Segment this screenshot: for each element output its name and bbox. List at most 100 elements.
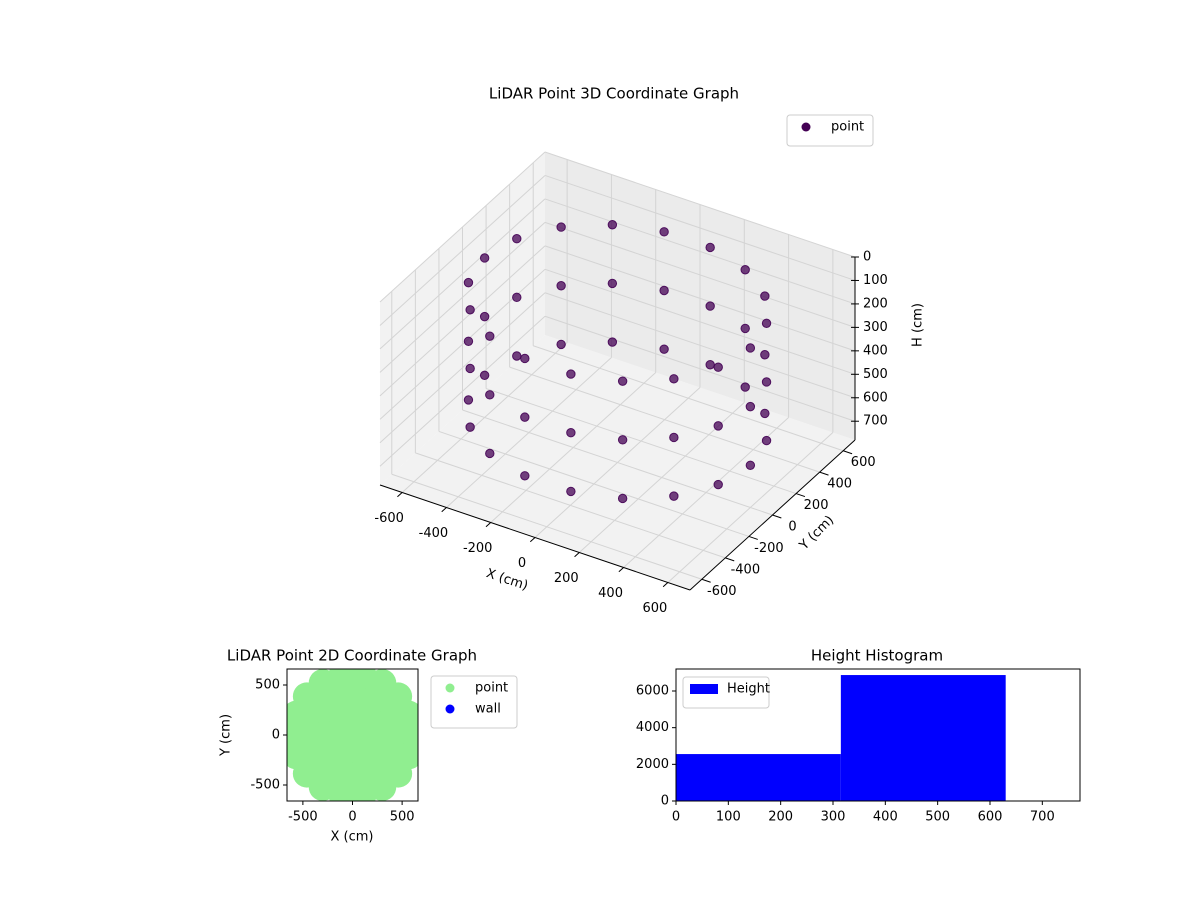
- legend-marker: [445, 683, 455, 693]
- point: [485, 390, 495, 400]
- legend-box: [786, 114, 874, 147]
- point: [713, 479, 723, 490]
- y-tick-label: 200: [804, 498, 829, 513]
- grid-line: [509, 366, 820, 473]
- grid-line: [544, 174, 856, 281]
- z-tick-label: 300: [863, 320, 888, 335]
- x-tick-label: -200: [463, 541, 493, 556]
- z-axis-label: H (cm): [911, 303, 926, 347]
- x-tick-label: 400: [873, 810, 898, 825]
- grid-line: [544, 151, 856, 258]
- x-tick: [441, 507, 447, 513]
- point: [669, 374, 679, 384]
- point: [465, 305, 475, 315]
- x-tick-label: 200: [554, 571, 579, 586]
- grid-line: [391, 473, 702, 580]
- point: [745, 460, 756, 470]
- grid-line: [485, 388, 797, 495]
- point: [485, 331, 495, 341]
- legend-label: point: [475, 681, 508, 696]
- grid-line: [544, 198, 856, 305]
- y-tick-label: -500: [250, 778, 280, 793]
- y-tick-label: 600: [851, 455, 876, 470]
- grid-line: [379, 151, 546, 303]
- point: [394, 741, 418, 770]
- point: [607, 337, 618, 347]
- point: [566, 369, 576, 379]
- y-tick: [843, 450, 853, 455]
- z-tick-label: 100: [863, 273, 888, 288]
- grid-line: [379, 245, 546, 397]
- point: [760, 350, 770, 360]
- grid-line: [544, 292, 856, 399]
- y-tick-label: -200: [754, 541, 784, 556]
- point: [566, 486, 576, 497]
- legend-swatch: [690, 684, 718, 694]
- point: [659, 227, 669, 237]
- point: [745, 343, 756, 353]
- grid-line: [379, 175, 546, 326]
- grid-line: [544, 245, 856, 352]
- x-tick-label: -400: [419, 526, 449, 541]
- grid-line: [415, 452, 726, 559]
- point: [659, 285, 669, 296]
- z-tick-label: 500: [863, 367, 888, 382]
- x-tick-label: 600: [642, 601, 667, 616]
- point: [705, 301, 715, 311]
- z-tick-label: 400: [863, 343, 888, 358]
- point: [705, 242, 715, 253]
- legend: point wall: [430, 675, 518, 729]
- x-tick-label: 500: [925, 810, 950, 825]
- axes-frame: [675, 668, 1081, 802]
- x-tick-label: 0: [348, 810, 356, 825]
- point: [740, 323, 750, 334]
- point: [479, 311, 490, 322]
- grid-line: [379, 292, 546, 444]
- y-tick-label: 0: [788, 520, 796, 535]
- point: [713, 362, 723, 372]
- x-tick: [397, 492, 403, 498]
- point: [607, 220, 618, 230]
- y-tick-label: -600: [707, 584, 737, 599]
- point: [705, 360, 715, 370]
- chart-title: LiDAR Point 3D Coordinate Graph: [489, 85, 739, 103]
- point: [512, 351, 522, 361]
- point: [617, 493, 628, 504]
- grid-line: [462, 409, 773, 516]
- point: [479, 253, 490, 263]
- legend-label: Height: [727, 682, 770, 697]
- point: [556, 339, 566, 350]
- point: [520, 412, 530, 422]
- legend: point: [786, 114, 874, 147]
- point: [512, 292, 522, 303]
- y-tick: [701, 578, 711, 583]
- point: [760, 408, 770, 419]
- x-tick-label: 0: [672, 810, 680, 825]
- x-tick-label: 300: [821, 810, 846, 825]
- z-tick-label: 700: [863, 414, 888, 429]
- point: [760, 291, 770, 301]
- z-tick-label: 200: [863, 296, 888, 311]
- legend-marker: [445, 704, 455, 714]
- plot-area: [287, 669, 418, 801]
- y-tick: [795, 493, 806, 498]
- x-tick-label: 500: [390, 810, 415, 825]
- y-tick-label: 2000: [636, 757, 669, 772]
- point: [372, 741, 401, 769]
- point: [556, 222, 566, 232]
- x-axis-label: X (cm): [331, 830, 374, 845]
- point: [617, 435, 628, 445]
- y-tick: [819, 471, 829, 476]
- point: [659, 344, 669, 354]
- point: [463, 336, 474, 346]
- bar: [676, 754, 841, 801]
- grid-line: [379, 315, 546, 467]
- z-tick-label: 600: [863, 390, 888, 405]
- legend-marker: [801, 122, 811, 132]
- legend-label: point: [831, 120, 864, 135]
- point: [338, 721, 367, 749]
- x-tick-label: 100: [716, 810, 741, 825]
- point: [761, 435, 772, 446]
- x-axis-line: [379, 484, 691, 591]
